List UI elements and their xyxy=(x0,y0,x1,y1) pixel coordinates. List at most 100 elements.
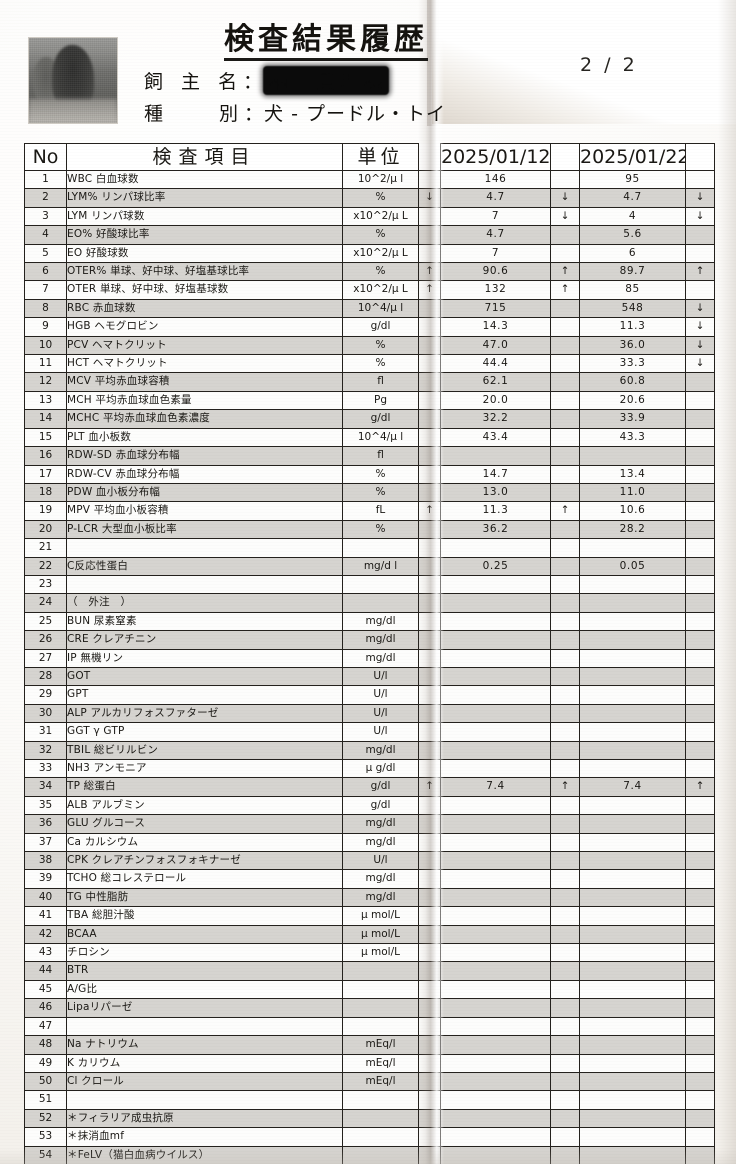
cell-test-item: GLU グルコース xyxy=(66,814,343,834)
flag-empty xyxy=(550,740,580,761)
cell-value-date-2 xyxy=(579,887,686,908)
cell-test-item: LYM% リンパ球比率 xyxy=(66,188,343,208)
cell-value-date-1 xyxy=(440,869,551,889)
flag-empty xyxy=(685,611,715,632)
cell-row-number: 54 xyxy=(24,1145,67,1164)
cell-row-number: 40 xyxy=(24,887,67,908)
cell-test-item: HGB ヘモグロビン xyxy=(66,317,343,337)
cell-value-date-2 xyxy=(579,906,686,926)
table-row: 17 RDW-CV 赤血球分布幅% 14.7 13.4 xyxy=(24,464,715,484)
table-row: 7 OTER 単球、好中球、好塩基球数 x10^2/μ L ↑ 132 ↑ 85 xyxy=(24,280,715,300)
cell-value-date-1 xyxy=(440,1127,551,1147)
table-row: 38 CPK クレアチンフォスフォキナーゼ U/l xyxy=(24,851,715,871)
table-row: 25 BUN 尿素窒素 mg/dl xyxy=(24,611,715,632)
cell-test-item: HCT ヘマトクリット xyxy=(66,354,343,374)
flag-empty xyxy=(418,482,441,503)
cell-value-date-2: 11.3 xyxy=(579,317,686,337)
cell-value-date-1 xyxy=(440,1145,551,1164)
cell-row-number: 6 xyxy=(24,262,67,282)
cell-unit xyxy=(342,998,419,1018)
cell-test-item: （ 外注 ） xyxy=(66,593,343,613)
cell-unit: 10^2/μ l xyxy=(342,169,419,190)
table-row: 51 xyxy=(24,1090,715,1110)
cell-value-date-2 xyxy=(579,740,686,761)
flag-empty xyxy=(550,630,580,650)
cell-test-item: A/G比 xyxy=(66,979,343,1000)
cell-test-item: GPT xyxy=(66,685,343,705)
arrow-down-icon: ↓ xyxy=(685,298,715,319)
cell-row-number: 26 xyxy=(24,630,67,650)
cell-test-item: ＊抹消血mf xyxy=(66,1127,343,1147)
table-row: 22 C反応性蛋白 mg/d l 0.25 0.05 xyxy=(24,556,715,576)
flag-empty xyxy=(685,869,715,889)
flag-empty xyxy=(550,851,580,871)
flag-empty xyxy=(418,630,441,650)
flag-empty xyxy=(685,1071,715,1092)
cell-test-item xyxy=(66,1090,343,1110)
cell-test-item: PCV ヘマトクリット xyxy=(66,335,343,356)
flag-empty xyxy=(418,851,441,871)
table-row: 19 MPV 平均血小板容積 fL ↑ 11.3 ↑ 10.6 xyxy=(24,501,715,521)
cell-row-number: 48 xyxy=(24,1035,67,1055)
cell-unit: g/dl xyxy=(342,777,419,797)
cell-value-date-1 xyxy=(440,1108,551,1129)
cell-test-item xyxy=(66,538,343,558)
cell-unit: mg/dl xyxy=(342,832,419,853)
cell-value-date-2 xyxy=(579,1035,686,1055)
flag-empty xyxy=(418,354,441,374)
cell-unit: μ mol/L xyxy=(342,943,419,963)
cell-test-item: ＊フィラリア成虫抗原 xyxy=(66,1108,343,1129)
cell-row-number: 24 xyxy=(24,593,67,613)
cell-value-date-1: 36.2 xyxy=(440,519,551,540)
flag-empty xyxy=(550,722,580,742)
cell-test-item: PDW 血小板分布幅 xyxy=(66,482,343,503)
cell-value-date-2 xyxy=(579,1053,686,1073)
flag-empty xyxy=(550,225,580,245)
cell-value-date-1: 14.3 xyxy=(440,317,551,337)
cell-test-item: Cl クロール xyxy=(66,1071,343,1092)
cell-row-number: 18 xyxy=(24,482,67,503)
cell-value-date-2 xyxy=(579,1127,686,1147)
col-header-date-1: 2025/01/12 xyxy=(440,143,551,171)
flag-empty xyxy=(418,814,441,834)
arrow-down-icon: ↓ xyxy=(550,206,580,227)
cell-test-item: MCHC 平均赤血球血色素濃度 xyxy=(66,409,343,429)
flag-empty xyxy=(550,943,580,963)
cell-unit: g/dl xyxy=(342,409,419,429)
arrow-up-icon: ↑ xyxy=(685,777,715,797)
cell-value-date-2: 85 xyxy=(579,280,686,300)
cell-test-item: LYM リンパ球数 xyxy=(66,206,343,227)
cell-unit: 10^4/μ l xyxy=(342,427,419,448)
arrow-down-icon: ↓ xyxy=(685,335,715,356)
table-row: 47 xyxy=(24,1016,715,1037)
table-row: 5 EO 好酸球数 x10^2/μ L 7 6 xyxy=(24,243,715,264)
flag-empty xyxy=(685,979,715,1000)
flag-empty xyxy=(685,1108,715,1129)
cell-value-date-1 xyxy=(440,832,551,853)
flag-empty xyxy=(418,740,441,761)
cell-unit: g/dl xyxy=(342,795,419,816)
table-row: 32 TBIL 総ビリルビン mg/dl xyxy=(24,740,715,761)
cell-unit: μ mol/L xyxy=(342,924,419,945)
cell-row-number: 2 xyxy=(24,188,67,208)
cell-row-number: 21 xyxy=(24,538,67,558)
cell-value-date-2: 33.9 xyxy=(579,409,686,429)
cell-unit: % xyxy=(342,188,419,208)
cell-value-date-1: 90.6 xyxy=(440,262,551,282)
table-body: 1 WBC 白血球数 10^2/μ l 146 95 2 LYM% リンパ球比率% ↓ 4.7 ↓… xyxy=(24,169,715,1164)
cell-value-date-1: 62.1 xyxy=(440,372,551,392)
cell-unit: fl xyxy=(342,446,419,466)
flag-empty xyxy=(550,446,580,466)
cell-unit xyxy=(342,1108,419,1129)
flag-empty xyxy=(418,832,441,853)
cell-row-number: 3 xyxy=(24,206,67,227)
cell-test-item: Lipaリパーゼ xyxy=(66,998,343,1018)
cell-unit: U/l xyxy=(342,722,419,742)
cell-row-number: 29 xyxy=(24,685,67,705)
cell-unit: mg/dl xyxy=(342,611,419,632)
cell-test-item: WBC 白血球数 xyxy=(66,169,343,190)
cell-row-number: 13 xyxy=(24,390,67,411)
flag-empty xyxy=(418,390,441,411)
col-header-date-2: 2025/01/22 xyxy=(579,143,686,171)
flag-empty xyxy=(418,446,441,466)
